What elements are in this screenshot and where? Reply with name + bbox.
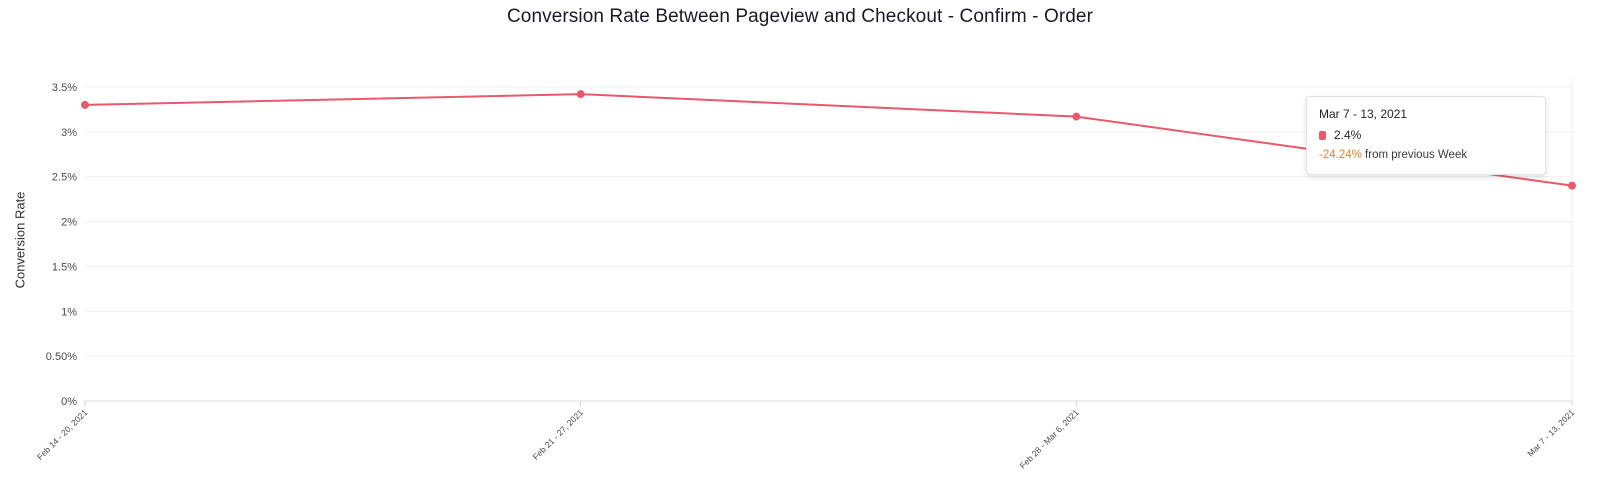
x-tick-labels: Feb 14 - 20, 2021 Feb 21 - 27, 2021 Feb 28… <box>35 401 1577 471</box>
tooltip-change-percent: -24.24% <box>1319 149 1362 161</box>
y-tick-label: 3.5% <box>52 82 77 94</box>
x-tick-label: Feb 14 - 20, 2021 <box>35 407 90 462</box>
data-point[interactable] <box>81 100 89 109</box>
y-tick-label: 1% <box>61 306 77 318</box>
y-tick-label: 0.50% <box>46 351 77 363</box>
series-points <box>81 90 1576 190</box>
data-point[interactable] <box>1072 112 1081 121</box>
tooltip-change-text: from previous Week <box>1365 149 1468 161</box>
y-tick-label: 2% <box>61 217 77 229</box>
tooltip-value-row: 2.4% <box>1319 128 1533 142</box>
x-tick-label: Feb 21 - 27, 2021 <box>531 407 586 462</box>
tooltip-date: Mar 7 - 13, 2021 <box>1319 107 1408 121</box>
y-tick-label: 1.5% <box>52 261 77 273</box>
gridlines <box>85 78 1573 402</box>
tooltip-value: 2.4% <box>1334 128 1362 142</box>
data-point[interactable] <box>1568 181 1576 190</box>
y-tick-label: 2.5% <box>52 172 77 184</box>
x-tick-label: Mar 7 - 13, 2021 <box>1525 407 1576 458</box>
series-swatch-icon <box>1319 130 1326 140</box>
x-tick-label: Feb 28 - Mar 6, 2021 <box>1018 407 1081 470</box>
chart-title: Conversion Rate Between Pageview and Che… <box>506 6 1094 27</box>
y-tick-label: 3% <box>61 127 77 139</box>
y-tick-label: 0% <box>61 396 77 408</box>
tooltip-change: -24.24% from previous Week <box>1319 149 1533 161</box>
data-point[interactable] <box>576 90 585 99</box>
y-tick-labels: 0% 0.50% 1% 1.5% 2% 2.5% 3% 3.5% <box>46 82 77 408</box>
data-tooltip: Mar 7 - 13, 2021 2.4% -24.24% from previ… <box>1306 96 1546 175</box>
